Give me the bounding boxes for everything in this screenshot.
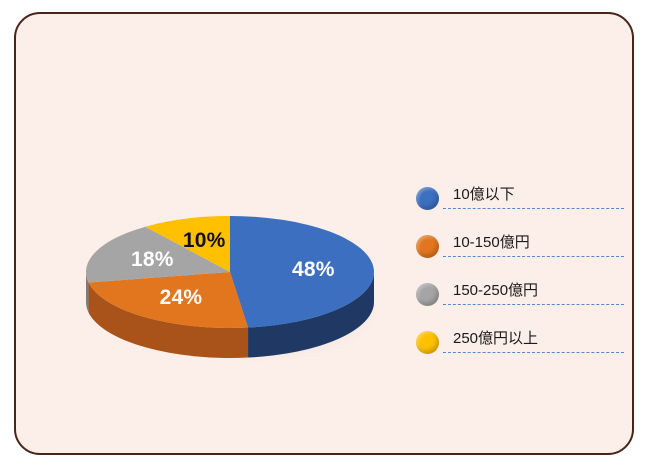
pie-slice-0[interactable] [230, 216, 375, 328]
legend-item-2[interactable]: 150-250億円 [416, 270, 624, 318]
chart-card: 48% 24% 18% 10% 10億以下 10-150億円 150-250億円 25… [14, 12, 634, 455]
pie-chart-svg [86, 216, 386, 366]
legend-underline-0 [443, 208, 624, 209]
pie-side-walls [86, 272, 374, 358]
legend-item-3[interactable]: 250億円以上 [416, 318, 624, 366]
legend-bullet-icon-0 [416, 187, 439, 210]
legend-label-2: 150-250億円 [453, 282, 539, 299]
chart-legend: 10億以下 10-150億円 150-250億円 250億円以上 [416, 174, 624, 366]
pie-slice-3[interactable] [145, 216, 230, 272]
legend-bullet-icon-2 [416, 283, 439, 306]
pie-top-faces [86, 216, 375, 328]
legend-underline-3 [443, 352, 624, 353]
legend-underline-2 [443, 304, 624, 305]
legend-item-0[interactable]: 10億以下 [416, 174, 624, 222]
pie-slice-2[interactable] [86, 226, 230, 283]
pie-slice-side-2 [86, 272, 89, 313]
legend-underline-1 [443, 256, 624, 257]
legend-bullet-icon-1 [416, 235, 439, 258]
legend-item-1[interactable]: 10-150億円 [416, 222, 624, 270]
legend-bullet-icon-3 [416, 331, 439, 354]
pie-slice-1[interactable] [88, 272, 249, 328]
legend-label-3: 250億円以上 [453, 330, 539, 347]
legend-label-0: 10億以下 [453, 186, 515, 203]
pie-chart: 48% 24% 18% 10% [56, 174, 396, 394]
pie-slice-side-1 [88, 282, 249, 358]
legend-label-1: 10-150億円 [453, 234, 530, 251]
pie-slice-side-0 [248, 272, 374, 358]
